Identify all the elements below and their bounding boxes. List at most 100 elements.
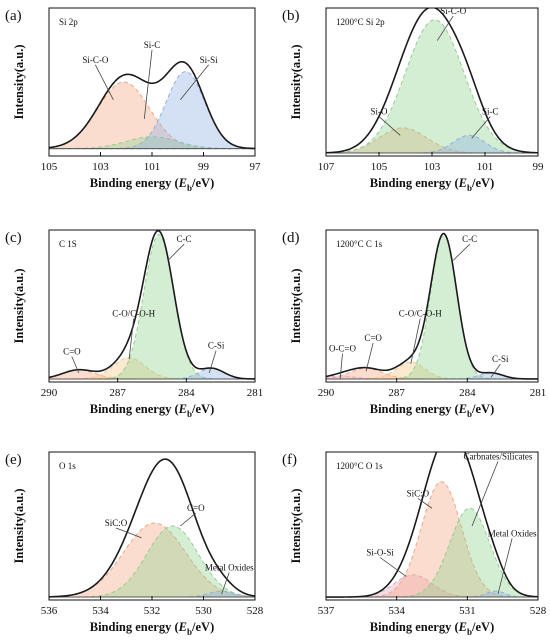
envelope-curve xyxy=(49,60,255,150)
x-tick-label: 537 xyxy=(318,605,335,617)
annotation-leader xyxy=(497,538,513,595)
x-label-sub: b xyxy=(187,627,192,637)
plot-area xyxy=(326,8,538,154)
annotation-leader xyxy=(452,243,470,261)
x-label-prefix: Binding energy ( xyxy=(370,620,459,634)
x-tick-label: 281 xyxy=(530,387,547,399)
plot-area xyxy=(326,232,538,380)
x-tick-label: 284 xyxy=(459,387,476,399)
x-tick-label: 530 xyxy=(195,605,212,617)
x-axis-label: Binding energy (Eb/eV) xyxy=(90,402,214,419)
x-label-sub: b xyxy=(467,183,472,193)
envelope-curve xyxy=(49,458,255,598)
annotation-leader xyxy=(490,364,501,378)
peak-label: Si-C-O xyxy=(82,55,109,65)
x-tick-label: 531 xyxy=(459,605,476,617)
x-tick-label: 534 xyxy=(388,605,405,617)
annotation-leader xyxy=(208,350,217,373)
panel-letter: (e) xyxy=(5,452,22,468)
peak-label: Si-O-Si xyxy=(366,548,394,558)
panel-letter: (c) xyxy=(5,230,22,246)
envelope-curve xyxy=(326,8,538,154)
annotation-leader xyxy=(180,64,209,101)
peak-label: Si-C xyxy=(144,40,161,50)
x-label-suffix: /eV) xyxy=(191,176,214,190)
x-axis-label: Binding energy (Eb/eV) xyxy=(90,620,214,637)
peak-label: Metal Oxides xyxy=(205,562,254,572)
x-tick-label: 284 xyxy=(178,387,195,399)
annotation-leader xyxy=(471,116,491,139)
peak-label: C=O xyxy=(63,347,81,357)
x-tick-label: 290 xyxy=(318,387,335,399)
x-tick-label: 534 xyxy=(92,605,109,617)
y-axis-label: Intensity(a.u.) xyxy=(289,488,303,563)
x-label-suffix: /eV) xyxy=(471,620,494,634)
x-tick-label: 97 xyxy=(250,161,262,173)
x-tick-label: 528 xyxy=(247,605,264,617)
peak-label: Si-O xyxy=(370,107,388,117)
peak-label: C-C xyxy=(177,234,192,244)
x-tick-label: 281 xyxy=(247,387,264,399)
panel-title: 1200°C O 1s xyxy=(336,461,383,471)
peak-label: SiC:O xyxy=(105,518,128,528)
peak-label: SiC:O xyxy=(407,488,430,498)
x-label-var: E xyxy=(178,620,187,634)
x-label-prefix: Binding energy ( xyxy=(90,620,179,634)
x-tick-label: 103 xyxy=(424,161,441,173)
x-label-sub: b xyxy=(187,409,192,419)
x-label-suffix: /eV) xyxy=(471,176,494,190)
x-label-var: E xyxy=(458,176,467,190)
x-tick-label: 99 xyxy=(533,161,545,173)
x-tick-label: 532 xyxy=(144,605,161,617)
plot-frame xyxy=(325,229,539,383)
peak-c-o xyxy=(326,367,538,380)
y-axis-label: Intensity(a.u.) xyxy=(12,488,26,563)
x-axis-label: Binding energy (Eb/eV) xyxy=(370,402,494,419)
y-axis-label: Intensity(a.u.) xyxy=(12,268,26,343)
x-axis-label: Binding energy (Eb/eV) xyxy=(90,176,214,193)
annotation-leader xyxy=(436,15,454,41)
xps-panel-d: 290 287 284 281 (d) 1200°C C 1s Intensity(a.u.… xyxy=(282,229,547,419)
x-tick-label: 105 xyxy=(41,161,58,173)
panel-letter: (a) xyxy=(5,8,22,24)
peak-label: C-O/C-O-H xyxy=(112,309,155,319)
annotation-leader xyxy=(378,116,401,136)
x-label-sub: b xyxy=(467,409,472,419)
peak-c-c xyxy=(49,234,255,380)
peak-label: C-O/C-O-H xyxy=(399,309,442,319)
x-tick-label: 99 xyxy=(198,161,210,173)
annotation-leader xyxy=(143,49,153,120)
panel-title: Si 2p xyxy=(59,17,78,27)
annotation-leader xyxy=(167,243,185,261)
x-tick-label: 290 xyxy=(41,387,58,399)
peak-label: Si-C-O xyxy=(440,6,467,16)
panel-title: 1200°C Si 2p xyxy=(336,17,385,27)
x-tick-label: 536 xyxy=(41,605,58,617)
peak-sic-o xyxy=(326,481,538,598)
x-tick-label: 105 xyxy=(371,161,388,173)
x-label-var: E xyxy=(458,402,467,416)
x-tick-label: 287 xyxy=(388,387,405,399)
annotation-leader xyxy=(115,527,142,539)
x-label-var: E xyxy=(178,176,187,190)
xps-panel-e: 536 534 532 530 528 (e) O 1s Intensity(a.u.) Bin… xyxy=(5,451,264,637)
x-label-var: E xyxy=(458,620,467,634)
x-label-prefix: Binding energy ( xyxy=(370,176,459,190)
peak-label: C=O xyxy=(187,503,205,513)
annotation-leader xyxy=(180,512,197,527)
plot-area xyxy=(49,60,255,150)
annotation-leader xyxy=(365,342,374,372)
plot-area xyxy=(326,452,538,598)
y-axis-label: Intensity(a.u.) xyxy=(289,268,303,343)
peak-label: Carbnates/Silicates xyxy=(463,451,532,461)
x-label-suffix: /eV) xyxy=(191,402,214,416)
x-label-prefix: Binding energy ( xyxy=(90,176,179,190)
peak-label: Si-Si xyxy=(200,55,219,65)
annotation-leader xyxy=(339,353,343,379)
x-label-prefix: Binding energy ( xyxy=(370,402,459,416)
plot-area xyxy=(49,230,255,380)
annotation-leader xyxy=(471,461,499,527)
annotation-leader xyxy=(71,356,80,374)
x-label-suffix: /eV) xyxy=(471,402,494,416)
